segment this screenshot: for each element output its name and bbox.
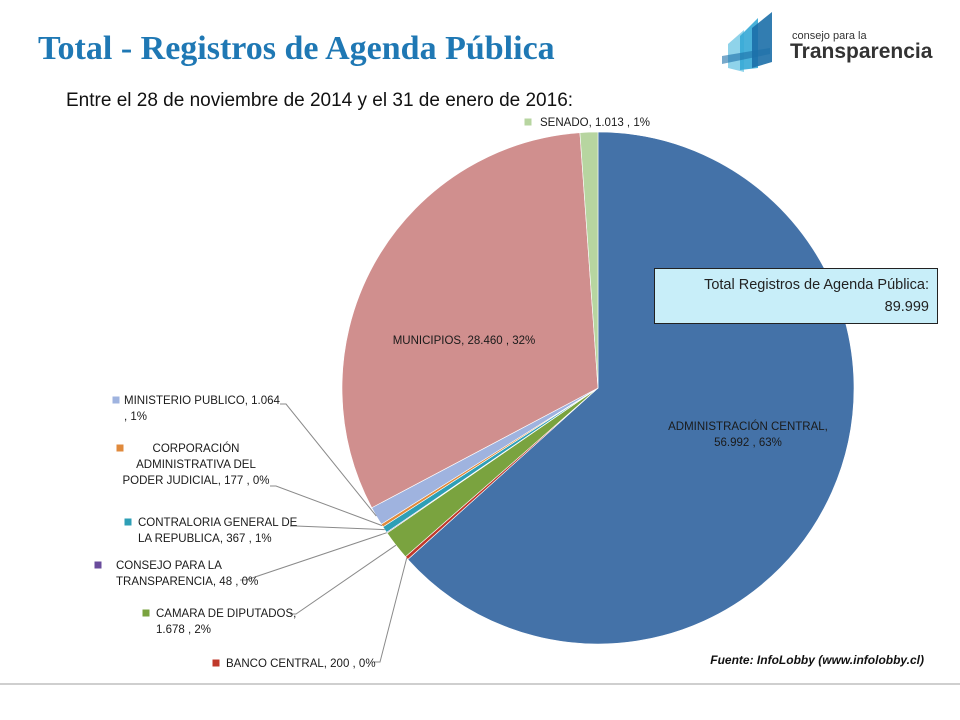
slice-label-consejo-para-la-transparencia: CONSEJO PARA LA TRANSPARENCIA, 48 , 0% xyxy=(116,560,258,588)
logo-text-line1: consejo para la xyxy=(792,30,867,42)
slice-labels: ADMINISTRACIÓN CENTRAL, 56.992 , 63% BANCO… xyxy=(94,117,828,670)
slice-label-banco-central: BANCO CENTRAL, 200 , 0% xyxy=(226,658,376,670)
date-range-subtitle: Entre el 28 de noviembre de 2014 y el 31… xyxy=(66,90,574,111)
total-registros-box: Total Registros de Agenda Pública: 89.99… xyxy=(654,268,938,324)
leader-line-camara-de-diputados xyxy=(290,544,397,615)
slide-title: Total - Registros de Agenda Pública xyxy=(38,30,555,67)
pie-slice-senado xyxy=(579,131,599,389)
pie-slice-municipios xyxy=(341,132,599,509)
label-marker-camara-de-diputados xyxy=(142,609,150,617)
slice-label-senado: SENADO, 1.013 , 1% xyxy=(540,117,650,129)
source-note: Fuente: InfoLobby (www.infolobby.cl) xyxy=(710,653,924,667)
label-marker-banco-central xyxy=(212,659,220,667)
leader-line-corporacion-administrativa-del-poder-judicial xyxy=(270,485,383,527)
leader-line-ministerio-publico xyxy=(280,403,377,517)
label-marker-senado xyxy=(524,118,532,126)
total-box-label: Total Registros de Agenda Pública: xyxy=(704,277,929,293)
label-marker-contraloria-general-de-la-republica xyxy=(124,518,132,526)
slice-label-ministerio-publico: MINISTERIO PUBLICO, 1.064, 1% xyxy=(124,395,281,423)
label-marker-corporacion-administrativa-del-poder-judicial xyxy=(116,444,124,452)
leader-lines xyxy=(240,403,408,663)
footer-divider xyxy=(0,683,960,685)
slice-label-municipios: MUNICIPIOS, 28.460 , 32% xyxy=(393,335,536,347)
pie-slice-administracion-central xyxy=(407,131,855,645)
pie-slices xyxy=(341,131,855,645)
total-box-value: 89.999 xyxy=(884,299,929,315)
slice-label-administracion-central: ADMINISTRACIÓN CENTRAL, 56.992 , 63% xyxy=(668,420,828,449)
leader-line-banco-central xyxy=(374,557,408,663)
logo-text-line2: Transparencia xyxy=(790,40,933,63)
label-marker-consejo-para-la-transparencia xyxy=(94,561,102,569)
label-marker-ministerio-publico xyxy=(112,396,120,404)
slice-label-contraloria-general-de-la-republica: CONTRALORIA GENERAL DE LA REPUBLICA, 367 … xyxy=(138,517,298,545)
slice-label-camara-de-diputados: CAMARA DE DIPUTADOS, 1.678 , 2% xyxy=(156,608,296,636)
leader-line-consejo-para-la-transparencia xyxy=(240,532,387,581)
slice-label-corporacion-administrativa-del-poder-judicial: CORPORACIÓN ADMINISTRATIVA DEL PODER JUDIC… xyxy=(123,442,270,487)
transparencia-logo-icon xyxy=(722,12,772,72)
leader-line-contraloria-general-de-la-republica xyxy=(290,525,385,531)
